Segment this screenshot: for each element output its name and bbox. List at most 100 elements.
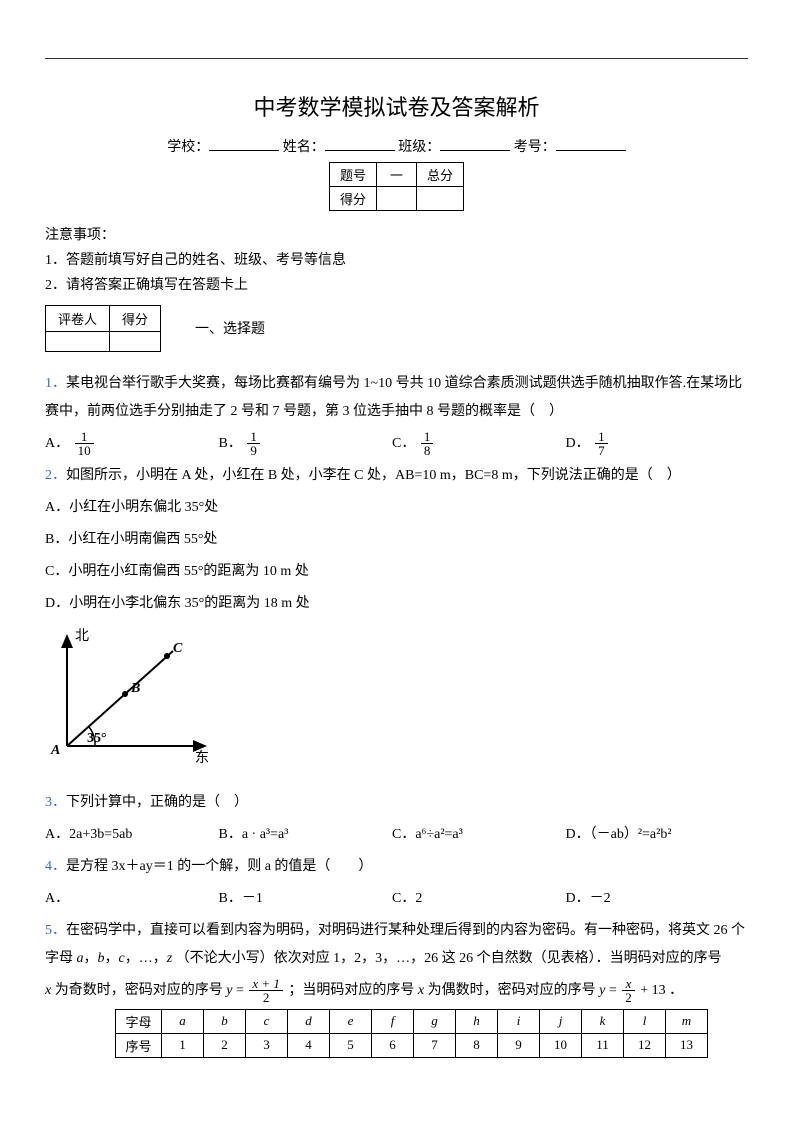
- lt-e: e: [330, 1009, 372, 1033]
- q2-text: 如图所示，小明在 A 处，小红在 B 处，小李在 C 处，AB=10 m，BC=…: [66, 468, 681, 483]
- score-h3: 总分: [417, 163, 464, 187]
- q1-optA-label: A．: [45, 436, 69, 451]
- lt-b: b: [204, 1009, 246, 1033]
- lt-13: 13: [666, 1033, 708, 1057]
- label-name: 姓名：: [283, 140, 325, 155]
- q2-optC: C．小明在小红南偏西 55°的距离为 10 m 处: [45, 558, 748, 586]
- question-5: 5．在密码学中，直接可以看到内容为明码，对明码进行某种处理后得到的内容为密码。有…: [45, 917, 748, 973]
- q1-optA: A． 110: [45, 430, 215, 458]
- eq2-tail: + 13: [637, 983, 666, 998]
- q1-optC-label: C．: [392, 436, 415, 451]
- label-examno: 考号：: [514, 140, 556, 155]
- q3-optD: D．（－ab）²=a²b²: [566, 821, 672, 849]
- lt-7: 7: [414, 1033, 456, 1057]
- lt-12: 12: [624, 1033, 666, 1057]
- label-east: 东: [195, 750, 209, 766]
- page-title: 中考数学模拟试卷及答案解析: [45, 90, 748, 122]
- question-2: 2．如图所示，小明在 A 处，小红在 B 处，小李在 C 处，AB=10 m，B…: [45, 462, 748, 490]
- q2-num: 2．: [45, 468, 66, 483]
- eq2-d: 2: [622, 991, 635, 1004]
- student-info-line: 学校： 姓名： 班级： 考号：: [45, 136, 748, 156]
- lt-9: 9: [498, 1033, 540, 1057]
- grader-table: 评卷人 得分: [45, 305, 161, 352]
- q5-num: 5．: [45, 923, 66, 938]
- q4-optA: A．: [45, 885, 215, 913]
- blank-class[interactable]: [440, 137, 510, 151]
- section-1-label: 一、选择题: [195, 318, 265, 338]
- frac-d: 9: [247, 444, 260, 457]
- blank-school[interactable]: [209, 137, 279, 151]
- label-C: C: [173, 641, 183, 656]
- letter-table: 字母 a b c d e f g h i j k l m 序号 1 2 3 4 …: [115, 1009, 708, 1058]
- frac-d: 7: [595, 444, 608, 457]
- label-angle: 35°: [87, 731, 107, 746]
- q5-t2d: ．: [669, 983, 683, 998]
- q2-optB: B．小红在小明南偏西 55°处: [45, 526, 748, 554]
- letter-row-1: 字母 a b c d e f g h i j k l m: [116, 1009, 708, 1033]
- frac-n: 1: [421, 430, 434, 444]
- lt-1: 1: [162, 1033, 204, 1057]
- q2-optA: A．小红在小明东偏北 35°处: [45, 494, 748, 522]
- lt-h: h: [456, 1009, 498, 1033]
- lt-4: 4: [288, 1033, 330, 1057]
- score-h1: 题号: [329, 163, 376, 187]
- notice-block: 注意事项： 1．答题前填写好自己的姓名、班级、考号等信息 2．请将答案正确填写在…: [45, 223, 748, 299]
- eq2-n: x: [622, 977, 635, 991]
- lt-2: 2: [204, 1033, 246, 1057]
- q3-num: 3．: [45, 795, 66, 810]
- frac-n: 1: [75, 430, 94, 444]
- frac-n: 1: [595, 430, 608, 444]
- notice-line1: 1．答题前填写好自己的姓名、班级、考号等信息: [45, 248, 748, 273]
- q4-text: 是方程 3x＋ay＝1 的一个解，则 a 的值是（ ）: [66, 859, 372, 874]
- eq1-d: 2: [249, 991, 283, 1004]
- lt-a: a: [162, 1009, 204, 1033]
- direction-diagram-svg: 北 东 A B C 35°: [45, 626, 215, 776]
- q5-t2b: ；当明码对应的序号: [288, 983, 414, 998]
- lt-m: m: [666, 1009, 708, 1033]
- lt-h2: 序号: [116, 1033, 162, 1057]
- lt-l: l: [624, 1009, 666, 1033]
- q1-optB: B． 19: [219, 430, 389, 458]
- question-3: 3．下列计算中，正确的是（ ）: [45, 789, 748, 817]
- lt-10: 10: [540, 1033, 582, 1057]
- question-4: 4．是方程 3x＋ay＝1 的一个解，则 a 的值是（ ）: [45, 853, 748, 881]
- eq1-n: x + 1: [249, 977, 283, 991]
- lt-c: c: [246, 1009, 288, 1033]
- label-school: 学校：: [167, 140, 209, 155]
- lt-g: g: [414, 1009, 456, 1033]
- point-C: [164, 653, 170, 659]
- q1-text: 某电视台举行歌手大奖赛，每场比赛都有编号为 1~10 号共 10 道综合素质测试…: [45, 376, 742, 419]
- lt-i: i: [498, 1009, 540, 1033]
- var-x2: x: [418, 983, 424, 998]
- letter-row-2: 序号 1 2 3 4 5 6 7 8 9 10 11 12 13: [116, 1033, 708, 1057]
- lt-8: 8: [456, 1033, 498, 1057]
- question-1: 1．某电视台举行歌手大奖赛，每场比赛都有编号为 1~10 号共 10 道综合素质…: [45, 370, 748, 426]
- q1-optC: C． 18: [392, 430, 562, 458]
- frac-d: 8: [421, 444, 434, 457]
- q5-t1b-tail: （不论大小写）依次对应 1，2，3，…，26 这 26 个自然数（见表格）．当明…: [176, 951, 722, 966]
- q1-num: 1．: [45, 376, 66, 391]
- q4-num: 4．: [45, 859, 66, 874]
- label-A: A: [50, 743, 60, 758]
- lt-d: d: [288, 1009, 330, 1033]
- score-table: 题号 一 总分 得分: [329, 162, 464, 211]
- q4-optC: C．2: [392, 885, 562, 913]
- grader-c1: 评卷人: [46, 305, 110, 331]
- lt-j: j: [540, 1009, 582, 1033]
- var-y2: y: [599, 983, 605, 998]
- grader-cell: [110, 331, 161, 351]
- q4-optB: B．－1: [219, 885, 389, 913]
- q2-diagram: 北 东 A B C 35°: [45, 626, 748, 781]
- label-B: B: [130, 681, 140, 696]
- var-y: y: [226, 983, 232, 998]
- q5-t2a: 为奇数时，密码对应的序号: [55, 983, 223, 998]
- blank-name[interactable]: [325, 137, 395, 151]
- lt-k: k: [582, 1009, 624, 1033]
- q4-options: A． B．－1 C．2 D．－2: [45, 885, 748, 913]
- frac-d: 10: [75, 444, 94, 457]
- label-class: 班级：: [398, 140, 440, 155]
- q5-line2: x 为奇数时，密码对应的序号 y = x + 12 ；当明码对应的序号 x 为偶…: [45, 977, 748, 1005]
- q2-optD: D．小明在小李北偏东 35°的距离为 18 m 处: [45, 590, 748, 618]
- grader-cell: [46, 331, 110, 351]
- blank-examno[interactable]: [556, 137, 626, 151]
